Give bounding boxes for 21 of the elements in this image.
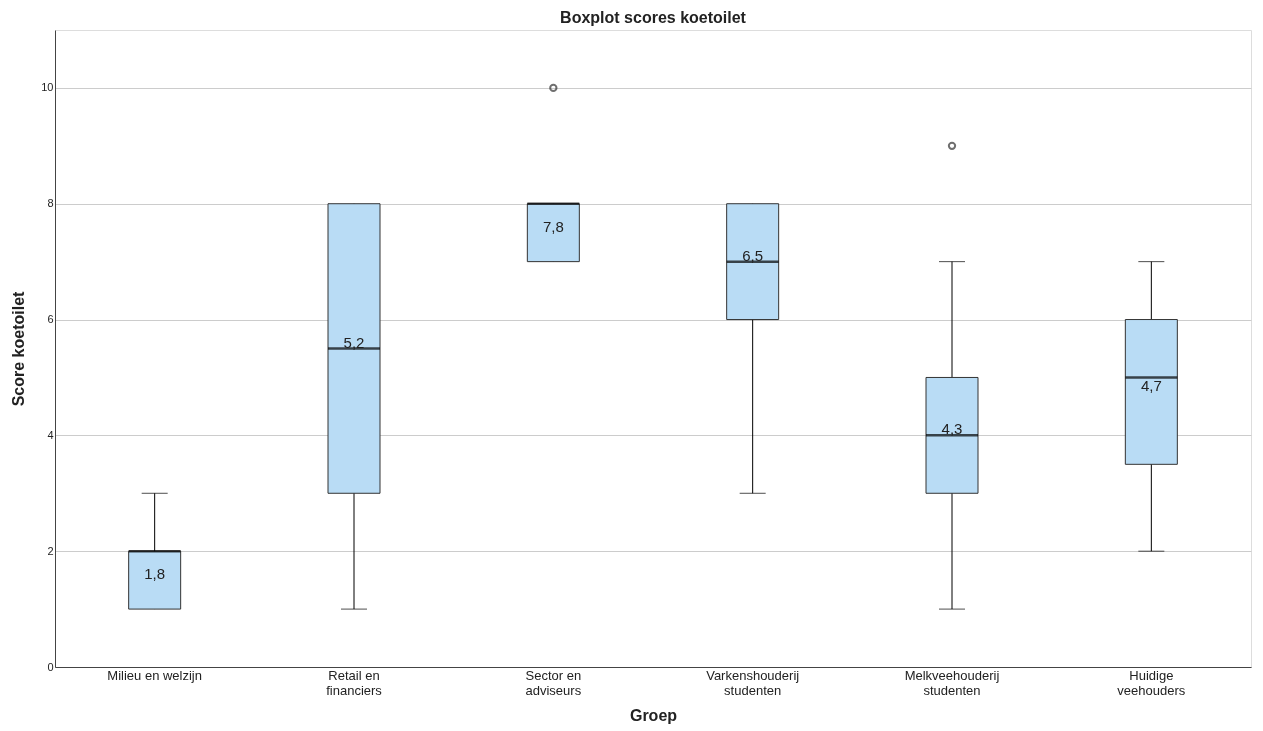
text: 4,3 xyxy=(941,420,963,438)
y-tick-label: 2 xyxy=(47,544,54,557)
x-axis-title: Groep xyxy=(629,706,678,724)
y-tick-label: 10 xyxy=(41,81,54,94)
y-tick-label: 8 xyxy=(47,197,54,210)
y-tick-label: 0 xyxy=(47,660,54,673)
text: 5,2 xyxy=(343,333,365,351)
text: 7,8 xyxy=(542,217,564,235)
chart-title: Boxplot scores koetoilet xyxy=(560,9,747,26)
y-tick-label: 4 xyxy=(47,428,54,441)
x-tick-label: Milieu en welzijn xyxy=(107,667,202,683)
y-tick-label: 6 xyxy=(47,313,54,326)
x-tick-label: Sector en adviseurs xyxy=(525,667,582,698)
x-tick-label: Huidige veehouders xyxy=(1117,667,1186,698)
x-tick-label: Varkenshouderij studenten xyxy=(706,667,800,698)
text: 6,5 xyxy=(742,246,764,264)
y-axis-title: Score koetoilet xyxy=(10,290,28,407)
text: 1,8 xyxy=(144,565,166,583)
x-tick-label: Retail en financiers xyxy=(326,667,383,698)
text: 4,7 xyxy=(1140,376,1162,394)
x-tick-label: Melkveehouderij studenten xyxy=(904,667,1000,698)
